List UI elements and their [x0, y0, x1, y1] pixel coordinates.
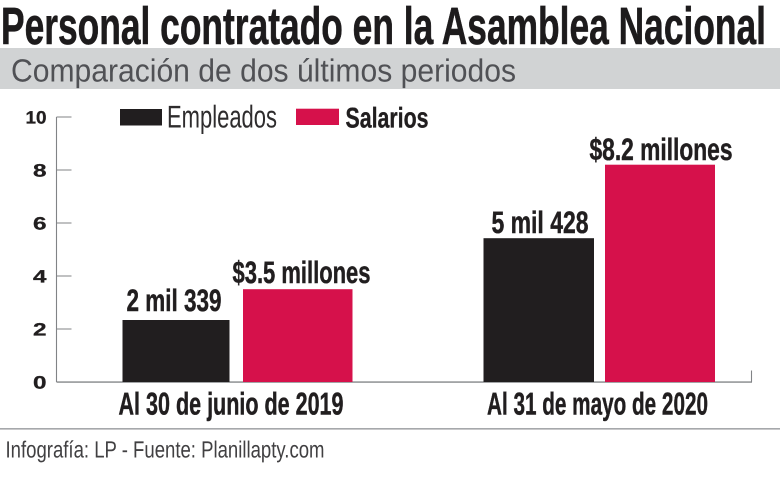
svg-text:Salarios: Salarios	[346, 102, 429, 134]
svg-text:Empleados: Empleados	[167, 99, 277, 135]
svg-text:6: 6	[33, 214, 47, 234]
svg-text:$3.5 millones: $3.5 millones	[233, 255, 371, 290]
svg-text:Personal contratado en la Asam: Personal contratado en la Asamblea Nacio…	[1, 0, 766, 56]
svg-text:4: 4	[33, 267, 47, 287]
svg-text:Al 31 de mayo de 2020: Al 31 de mayo de 2020	[487, 385, 708, 421]
svg-text:Al 30 de junio de 2019: Al 30 de junio de 2019	[119, 385, 344, 421]
svg-text:2: 2	[33, 320, 47, 340]
svg-text:$8.2 millones: $8.2 millones	[590, 132, 733, 167]
svg-text:Comparación de dos últimos per: Comparación de dos últimos periodos	[11, 53, 516, 89]
svg-text:10: 10	[26, 108, 47, 128]
svg-text:8: 8	[33, 161, 47, 181]
svg-text:5 mil 428: 5 mil 428	[492, 205, 589, 240]
svg-text:0: 0	[33, 373, 47, 393]
svg-text:Infografía: LP - Fuente: Plani: Infografía: LP - Fuente: Planillapty.com	[6, 437, 325, 463]
svg-text:2 mil 339: 2 mil 339	[127, 283, 222, 318]
